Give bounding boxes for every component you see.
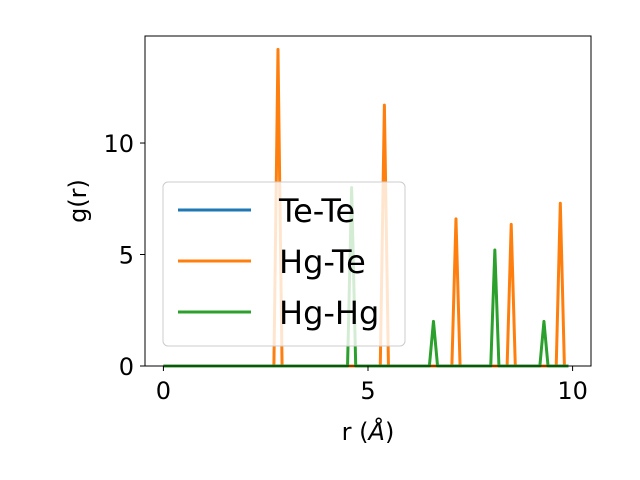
x-axis-title: r (Å) [342, 417, 395, 446]
x-tick-label: 10 [557, 377, 588, 405]
legend-label-te-te: Te-Te [278, 192, 355, 230]
x-tick-label: 0 [156, 377, 171, 405]
x-tick-label: 5 [360, 377, 375, 405]
x-axis-title-unit: Å [367, 417, 385, 446]
x-axis-title-main: r ( [342, 418, 369, 446]
legend-label-hg-hg: Hg-Hg [279, 294, 379, 332]
y-tick-label: 5 [119, 242, 134, 270]
y-tick-label: 10 [103, 130, 134, 158]
y-tick-label: 0 [119, 353, 134, 381]
ticks-layer: 0 5 10 0 5 10 [103, 130, 587, 405]
y-axis-title: g(r) [64, 179, 92, 223]
x-axis-title-close: ) [385, 418, 394, 446]
legend-label-hg-te: Hg-Te [279, 243, 366, 281]
legend-box [162, 181, 406, 347]
legend: Te-Te Hg-Te Hg-Hg [162, 181, 406, 347]
